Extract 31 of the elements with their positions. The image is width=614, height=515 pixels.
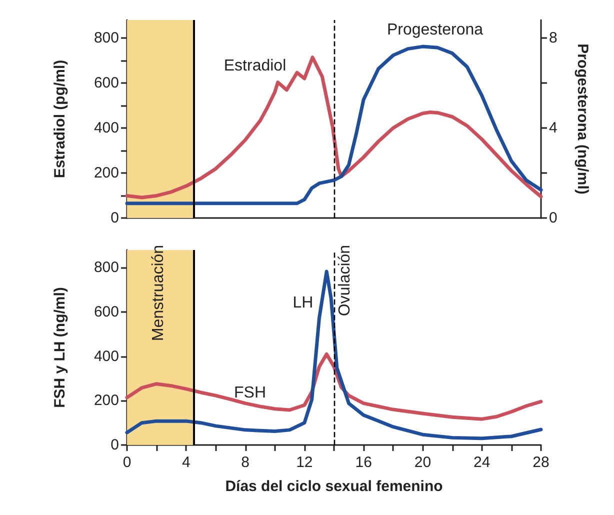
x-tick-label: 28 [532, 454, 550, 471]
series-label: LH [292, 294, 314, 312]
x-tick-label: 20 [414, 454, 432, 471]
y-axis-title: FSH y LH (ng/ml) [52, 287, 68, 408]
y-tick-label: 400 [94, 120, 119, 136]
y-tick-label: 400 [94, 348, 119, 365]
x-tick-label: 16 [355, 454, 372, 471]
x-tick-label: 12 [296, 454, 313, 471]
x-tick-label: 8 [241, 454, 250, 471]
series-label: Estradiol [224, 58, 286, 74]
y-axis-title: Estradiol (pg/ml) [52, 60, 68, 178]
x-tick-label: 24 [474, 454, 490, 471]
ref-line-label: Ovulación [336, 244, 354, 316]
y-tick-label: 0 [110, 436, 119, 454]
x-tick-label: 0 [122, 454, 132, 471]
y-tick-label: 600 [94, 304, 119, 321]
x-tick-label: 4 [182, 454, 190, 471]
series-label: Progesterona [386, 22, 484, 38]
y-tick-label: 200 [94, 164, 119, 182]
y-tick-label: 200 [94, 392, 119, 410]
y-tick-label: 0 [110, 210, 119, 226]
y-tick-label: 600 [94, 74, 119, 92]
y2-tick-label: 8 [549, 30, 558, 46]
band-label: Menstruación [150, 244, 167, 341]
x-axis-title: Días del ciclo sexual femenino [225, 478, 443, 495]
series-label: FSH [234, 384, 266, 402]
y-tick-label: 800 [94, 30, 119, 46]
y2-axis-title: Progesterona (ng/ml) [574, 44, 591, 194]
y-tick-label: 800 [94, 259, 119, 276]
y2-tick-label: 4 [549, 120, 558, 136]
y2-tick-label: 0 [549, 210, 558, 226]
